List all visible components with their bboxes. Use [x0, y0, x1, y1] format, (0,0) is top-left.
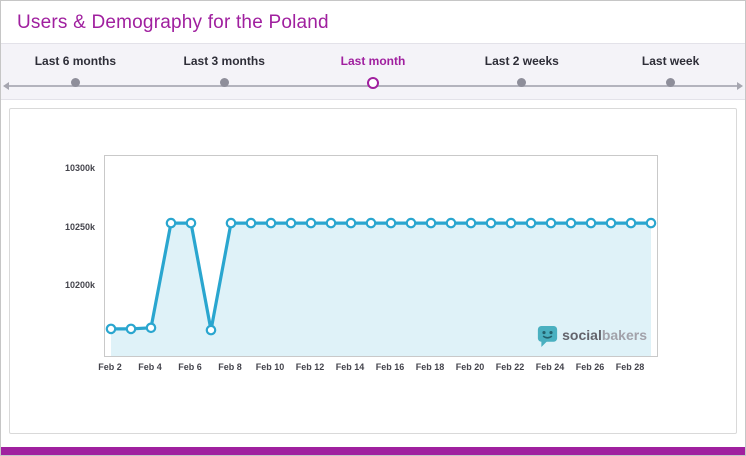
data-point-marker [545, 217, 557, 229]
data-point-marker [465, 217, 477, 229]
data-point-marker [505, 217, 517, 229]
range-option-dot[interactable] [218, 76, 231, 89]
dot-icon [70, 78, 80, 87]
plot-box: 10200k 10250k 10300k socialbakers [65, 155, 658, 357]
y-axis-label: 10250k [64, 221, 95, 232]
data-point-marker [625, 217, 637, 229]
x-axis-label: Feb 22 [495, 362, 525, 372]
x-axis-label: Feb 24 [535, 362, 565, 372]
line-chart [105, 217, 657, 356]
x-axis-label: Feb 2 [98, 362, 122, 372]
data-point-marker [305, 217, 317, 229]
data-point-marker [365, 217, 377, 229]
range-option-last-3-months[interactable]: Last 3 months [150, 52, 299, 89]
page-title: Users & Demography for the Poland [17, 12, 329, 33]
y-axis-label: 10200k [64, 280, 95, 291]
range-options: Last 6 months Last 3 months Last month L… [1, 52, 745, 89]
data-point-marker [425, 217, 437, 229]
dot-icon [517, 78, 527, 87]
time-range-selector: Last 6 months Last 3 months Last month L… [1, 43, 745, 100]
data-point-marker [145, 322, 157, 334]
x-axis-label: Feb 10 [255, 362, 285, 372]
range-option-dot[interactable] [69, 76, 82, 89]
data-point-marker [265, 217, 277, 229]
y-axis-label: 10300k [64, 162, 95, 173]
range-option-label[interactable]: Last month [340, 54, 406, 68]
range-option-dot-selected[interactable] [366, 76, 379, 89]
range-option-label[interactable]: Last 6 months [34, 54, 117, 68]
logo-text: socialbakers [562, 325, 647, 345]
data-point-marker [605, 217, 617, 229]
range-option-label[interactable]: Last week [641, 54, 700, 68]
range-option-dot[interactable] [664, 76, 677, 89]
x-axis-label: Feb 16 [375, 362, 405, 372]
data-point-marker [205, 324, 217, 336]
range-option-label[interactable]: Last 3 months [183, 54, 265, 68]
dot-icon [666, 78, 676, 87]
dot-icon [219, 78, 229, 87]
data-point-marker [225, 217, 237, 229]
data-point-marker [445, 217, 457, 229]
chart-content: 10200k 10250k 10300k socialbakers Feb 2 [1, 100, 745, 447]
x-axis-label: Feb 4 [138, 362, 162, 372]
socialbakers-icon [538, 326, 558, 347]
range-option-dot[interactable] [515, 76, 528, 89]
range-option-last-week[interactable]: Last week [596, 52, 745, 89]
data-point-marker [345, 217, 357, 229]
x-axis: Feb 2 Feb 4 Feb 6 Feb 8 Feb 10 Feb 12 Feb 14 Fe… [98, 357, 658, 377]
chart-wrap: 10200k 10250k 10300k socialbakers Feb 2 [65, 155, 658, 377]
x-axis-label: Feb 28 [615, 362, 645, 372]
data-point-marker [585, 217, 597, 229]
x-axis-label: Feb 26 [575, 362, 605, 372]
data-point-marker [185, 217, 197, 229]
x-axis-label: Feb 20 [455, 362, 485, 372]
timeline-arrow-left-icon [3, 82, 9, 90]
x-axis-label: Feb 12 [295, 362, 325, 372]
socialbakers-logo: socialbakers [537, 325, 647, 348]
chart-panel: 10200k 10250k 10300k socialbakers Feb 2 [9, 108, 737, 434]
data-point-marker [125, 323, 137, 335]
data-point-marker [565, 217, 577, 229]
data-point-marker [105, 323, 117, 335]
data-point-marker [385, 217, 397, 229]
x-axis-label: Feb 6 [178, 362, 202, 372]
range-option-label[interactable]: Last 2 weeks [484, 54, 559, 68]
data-point-marker [645, 217, 657, 229]
x-axis-label: Feb 8 [218, 362, 242, 372]
x-axis-label: Feb 14 [335, 362, 365, 372]
data-point-marker [405, 217, 417, 229]
data-point-marker [285, 217, 297, 229]
range-option-last-6-months[interactable]: Last 6 months [1, 52, 150, 89]
range-option-last-month[interactable]: Last month [299, 52, 448, 89]
chart-area-fill [111, 223, 651, 356]
page-header: Users & Demography for the Poland [1, 1, 745, 43]
data-point-marker [325, 217, 337, 229]
logo-text-primary: social [562, 327, 602, 343]
logo-text-secondary: bakers [601, 327, 647, 343]
footer-accent-bar [1, 447, 745, 455]
data-point-marker [485, 217, 497, 229]
data-point-marker [165, 217, 177, 229]
chart-line [111, 221, 651, 332]
y-axis: 10200k 10250k 10300k [53, 156, 101, 358]
timeline-arrow-right-icon [737, 82, 743, 90]
x-axis-label: Feb 18 [415, 362, 445, 372]
data-point-marker [245, 217, 257, 229]
dot-icon [366, 76, 379, 89]
data-point-marker [525, 217, 537, 229]
range-option-last-2-weeks[interactable]: Last 2 weeks [447, 52, 596, 89]
